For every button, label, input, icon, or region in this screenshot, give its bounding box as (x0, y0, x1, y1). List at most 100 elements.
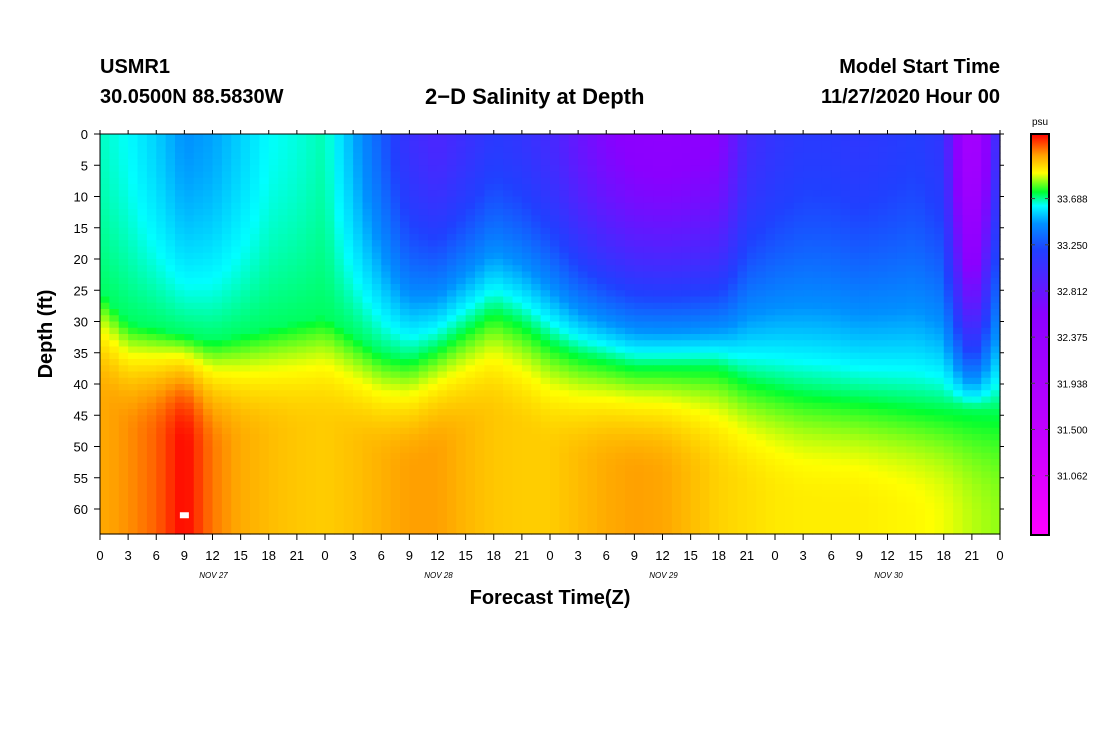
heatmap-cell (784, 196, 795, 204)
heatmap-cell (259, 452, 270, 460)
heatmap-cell (653, 146, 664, 154)
heatmap-cell (728, 390, 739, 398)
heatmap-cell (175, 277, 185, 285)
heatmap-cell (568, 371, 579, 379)
heatmap-cell (231, 190, 242, 198)
heatmap-cell (315, 371, 326, 379)
heatmap-cell (475, 290, 485, 298)
heatmap-cell (859, 252, 870, 260)
heatmap-cell (250, 265, 260, 273)
heatmap-cell (137, 390, 148, 398)
heatmap-cell (493, 296, 504, 304)
heatmap-cell (925, 284, 935, 291)
heatmap-cell (418, 309, 429, 316)
heatmap-cell (784, 340, 795, 348)
heatmap-cell (615, 321, 626, 329)
heatmap-cell (484, 165, 495, 173)
heatmap-cell (146, 309, 157, 316)
heatmap-cell (428, 284, 439, 291)
heatmap-cell (559, 359, 570, 366)
heatmap-cell (934, 184, 945, 191)
heatmap-cell (250, 134, 260, 141)
heatmap-cell (221, 259, 232, 266)
heatmap-cell (831, 227, 842, 235)
heatmap-cell (568, 265, 579, 273)
heatmap-cell (803, 221, 814, 229)
heatmap-cell (671, 452, 682, 460)
heatmap-cell (296, 371, 307, 379)
heatmap-cell (587, 309, 598, 316)
heatmap-cell (137, 290, 148, 298)
heatmap-cell (690, 277, 701, 285)
heatmap-cell (681, 171, 692, 179)
heatmap-cell (521, 415, 532, 423)
heatmap-cell (934, 446, 945, 454)
heatmap-cell (193, 202, 204, 210)
heatmap-cell (625, 240, 635, 248)
heatmap-cell (934, 334, 945, 341)
heatmap-cell (709, 321, 720, 329)
heatmap-cell (587, 421, 598, 429)
heatmap-cell (325, 296, 335, 304)
heatmap-cell (287, 446, 298, 454)
heatmap-cell (934, 302, 945, 310)
heatmap-cell (231, 221, 242, 229)
heatmap-cell (315, 171, 326, 179)
heatmap-cell (990, 440, 1001, 448)
heatmap-cell (456, 384, 467, 391)
heatmap-cell (681, 296, 692, 304)
heatmap-cell (700, 346, 710, 354)
heatmap-cell (915, 296, 926, 304)
heatmap-cell (428, 246, 439, 254)
heatmap-cell (456, 365, 467, 373)
heatmap-cell (306, 346, 317, 354)
heatmap-cell (803, 421, 814, 429)
heatmap-cell (465, 302, 476, 310)
heatmap-cell (859, 165, 870, 173)
heatmap-cell (400, 421, 410, 429)
heatmap-cell (878, 340, 889, 348)
heatmap-cell (259, 221, 270, 229)
heatmap-cell (137, 309, 148, 316)
heatmap-cell (596, 446, 607, 454)
heatmap-cell (793, 302, 804, 310)
heatmap-cell (175, 340, 185, 348)
heatmap-cell (146, 159, 157, 166)
heatmap-cell (840, 227, 851, 235)
heatmap-cell (540, 177, 551, 185)
heatmap-cell (390, 259, 401, 266)
heatmap-cell (934, 171, 945, 179)
heatmap-cell (550, 352, 560, 360)
heatmap-cell (400, 365, 410, 373)
heatmap-cell (812, 315, 823, 323)
heatmap-cell (428, 290, 439, 298)
heatmap-cell (606, 434, 617, 441)
heatmap-cell (596, 415, 607, 423)
heatmap-cell (971, 371, 982, 379)
heatmap-cell (643, 209, 654, 216)
heatmap-cell (118, 240, 129, 248)
heatmap-cell (887, 165, 898, 173)
heatmap-cell (184, 134, 195, 141)
heatmap-cell (765, 371, 776, 379)
heatmap-cell (756, 196, 767, 204)
heatmap-cell (550, 246, 560, 254)
heatmap-cell (681, 165, 692, 173)
heatmap-cell (587, 152, 598, 160)
heatmap-cell (146, 346, 157, 354)
heatmap-cell (746, 271, 757, 279)
heatmap-cell (531, 271, 542, 279)
heatmap-cell (925, 390, 935, 398)
heatmap-cell (981, 290, 992, 298)
heatmap-cell (662, 365, 673, 373)
heatmap-cell (184, 159, 195, 166)
heatmap-cell (296, 215, 307, 223)
heatmap-cell (737, 421, 748, 429)
heatmap-cell (859, 302, 870, 310)
heatmap-cell (409, 209, 420, 216)
heatmap-cell (306, 177, 317, 185)
heatmap-cell (278, 190, 289, 198)
heatmap-cell (578, 346, 589, 354)
heatmap-cell (728, 252, 739, 260)
heatmap-cell (953, 359, 964, 366)
